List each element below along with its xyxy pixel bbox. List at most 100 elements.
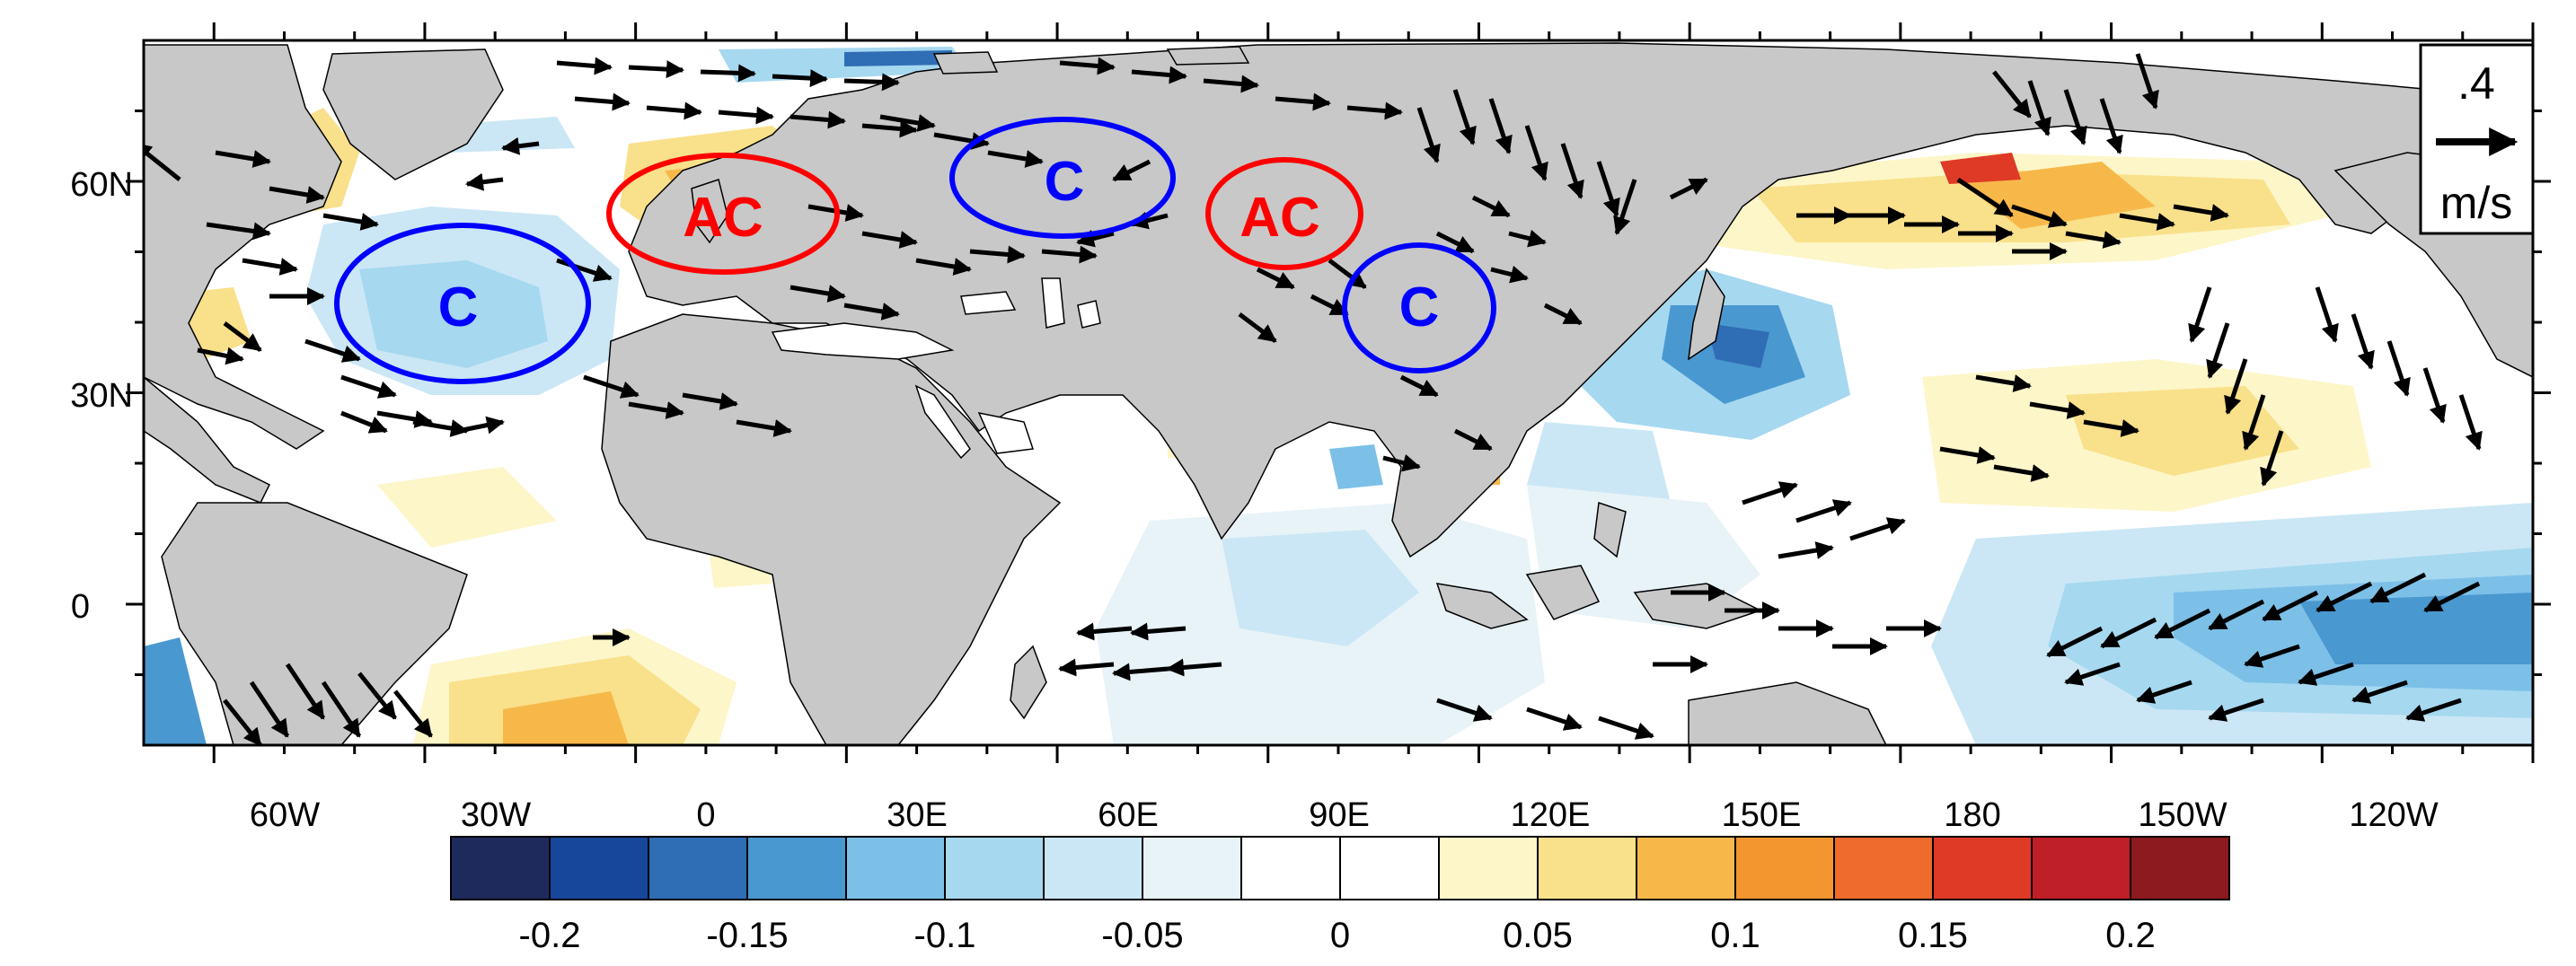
colorbar-swatch — [1537, 836, 1637, 900]
wind-vector-arrow — [2208, 698, 2264, 722]
colorbar-swatch — [2031, 836, 2131, 900]
colorbar-swatch — [1043, 836, 1143, 900]
wind-vector-arrow — [1795, 499, 1852, 523]
wind-vector-arrow — [223, 698, 262, 745]
colorbar-swatch — [549, 836, 649, 900]
wind-vector-arrow — [2386, 340, 2411, 397]
wind-vector-arrow — [736, 419, 792, 437]
colorbar-swatch — [1142, 836, 1242, 900]
wind-vector-arrow — [2405, 698, 2462, 722]
wind-vector-arrow — [790, 285, 846, 303]
wind-vector-arrow — [2422, 367, 2447, 424]
wind-vector-arrow — [1613, 179, 1637, 235]
colorbar-labels: -0.2 -0.15 -0.1 -0.05 0 0.05 0.1 0.15 0.… — [519, 916, 2156, 955]
wind-vector-arrow — [1939, 446, 1996, 464]
wind-vector-arrow — [249, 681, 290, 738]
wind-vector-arrow — [879, 114, 936, 132]
wind-vector-arrow — [1490, 265, 1529, 284]
wind-vector-arrow — [2262, 590, 2319, 622]
wind-vector-arrow — [556, 57, 613, 75]
wind-vector-arrow — [242, 258, 298, 276]
wind-vector-arrow — [1058, 658, 1115, 677]
colorbar-swatch — [944, 836, 1045, 900]
colorbar-swatch — [450, 836, 551, 900]
axis-ticks — [126, 22, 2551, 763]
wind-vector-arrow — [583, 374, 640, 399]
wind-vector-arrow — [1452, 89, 1477, 145]
reference-vector-magnitude: .4 — [2457, 58, 2495, 109]
longitude-labels: 60W 30W 0 30E 60E 90E 120E 150E 180 150W… — [250, 796, 2439, 834]
wind-vector-arrow — [790, 110, 846, 129]
wind-vector-arrow — [197, 347, 244, 365]
wind-vector-arrow — [843, 73, 900, 92]
wind-vector-arrow — [1849, 517, 1906, 541]
wind-vector-arrow — [1328, 259, 1367, 289]
lat-label: 60N — [70, 166, 133, 204]
colorbar-swatch — [746, 836, 847, 900]
wind-vector-arrow — [2206, 322, 2230, 379]
wind-vector-arrow — [2119, 213, 2175, 231]
wind-vector-arrow — [1382, 453, 1421, 472]
wind-vector-arrow — [2208, 599, 2265, 631]
wind-vector-arrow — [465, 172, 504, 191]
feature-label: C — [438, 277, 479, 338]
wind-vector-arrow — [285, 663, 326, 720]
wind-vector-arrow — [556, 258, 613, 282]
wind-vector-field — [144, 53, 2483, 745]
wind-vector-arrow — [1436, 698, 1493, 722]
wind-vector-arrow — [1488, 98, 1513, 154]
wind-vector-arrow — [1256, 267, 1295, 290]
wind-vector-arrow — [1346, 101, 1403, 120]
wind-vector-arrow — [1416, 107, 1441, 163]
wind-vector-arrow — [215, 150, 271, 168]
lon-label: 30W — [461, 796, 531, 834]
wind-vector-arrow — [2029, 401, 2086, 419]
colorbar — [450, 836, 2230, 900]
colorbar-swatch — [648, 836, 748, 900]
wind-vector-arrow — [987, 150, 1044, 168]
wind-vector-arrow — [1526, 707, 1583, 731]
wind-vector-arrow — [1203, 75, 1259, 93]
colorbar-swatch — [845, 836, 946, 900]
wind-vector-arrow — [2100, 617, 2157, 649]
wind-vector-arrow — [393, 689, 433, 738]
wind-vector-arrow — [915, 258, 972, 276]
lon-label: 60W — [250, 796, 320, 834]
wind-vector-arrow — [2011, 204, 2068, 228]
lon-label: 150E — [1722, 796, 1802, 834]
feature-ellipse-europe-anticyclone — [606, 153, 840, 275]
wind-vector-arrow — [2083, 419, 2139, 437]
wind-vector-arrow — [2065, 231, 2122, 249]
wind-vector-arrow — [2369, 572, 2427, 604]
wind-vector-arrow — [1130, 622, 1187, 641]
wind-vector-arrow — [1399, 374, 1439, 398]
wind-vector-arrow — [2316, 581, 2373, 613]
wind-vector-arrow — [1543, 303, 1583, 326]
colorbar-swatch — [1734, 836, 1835, 900]
colorbar-swatch — [1339, 836, 1440, 900]
wind-vector-arrow — [2224, 358, 2248, 415]
wind-vector-arrow — [646, 101, 702, 120]
feature-label: AC — [1239, 187, 1320, 249]
wind-vector-arrow — [1059, 57, 1116, 75]
wind-vector-arrow — [1112, 159, 1151, 182]
wind-vector-arrow — [321, 681, 362, 738]
lon-label: 0 — [696, 796, 715, 834]
wind-vector-arrow — [357, 672, 397, 720]
wind-vector-arrow — [1238, 312, 1277, 343]
colorbar-swatch — [2130, 836, 2230, 900]
circulation-features — [334, 117, 1496, 384]
lon-label: 180 — [1944, 796, 2000, 834]
wind-vector-arrow — [718, 106, 774, 125]
wind-vector-arrow — [223, 321, 262, 352]
wind-vector-arrow — [501, 136, 540, 155]
colorbar-label: -0.2 — [519, 916, 581, 955]
lon-label: 60E — [1098, 796, 1159, 834]
wind-vector-arrow — [1453, 428, 1493, 452]
wind-vector-arrow — [2099, 98, 2123, 154]
reference-vector-units: m/s — [2440, 178, 2513, 228]
wind-vector-arrow — [2244, 644, 2300, 668]
wind-vector-arrow — [2063, 89, 2087, 145]
wind-vector-arrow — [2315, 286, 2339, 343]
